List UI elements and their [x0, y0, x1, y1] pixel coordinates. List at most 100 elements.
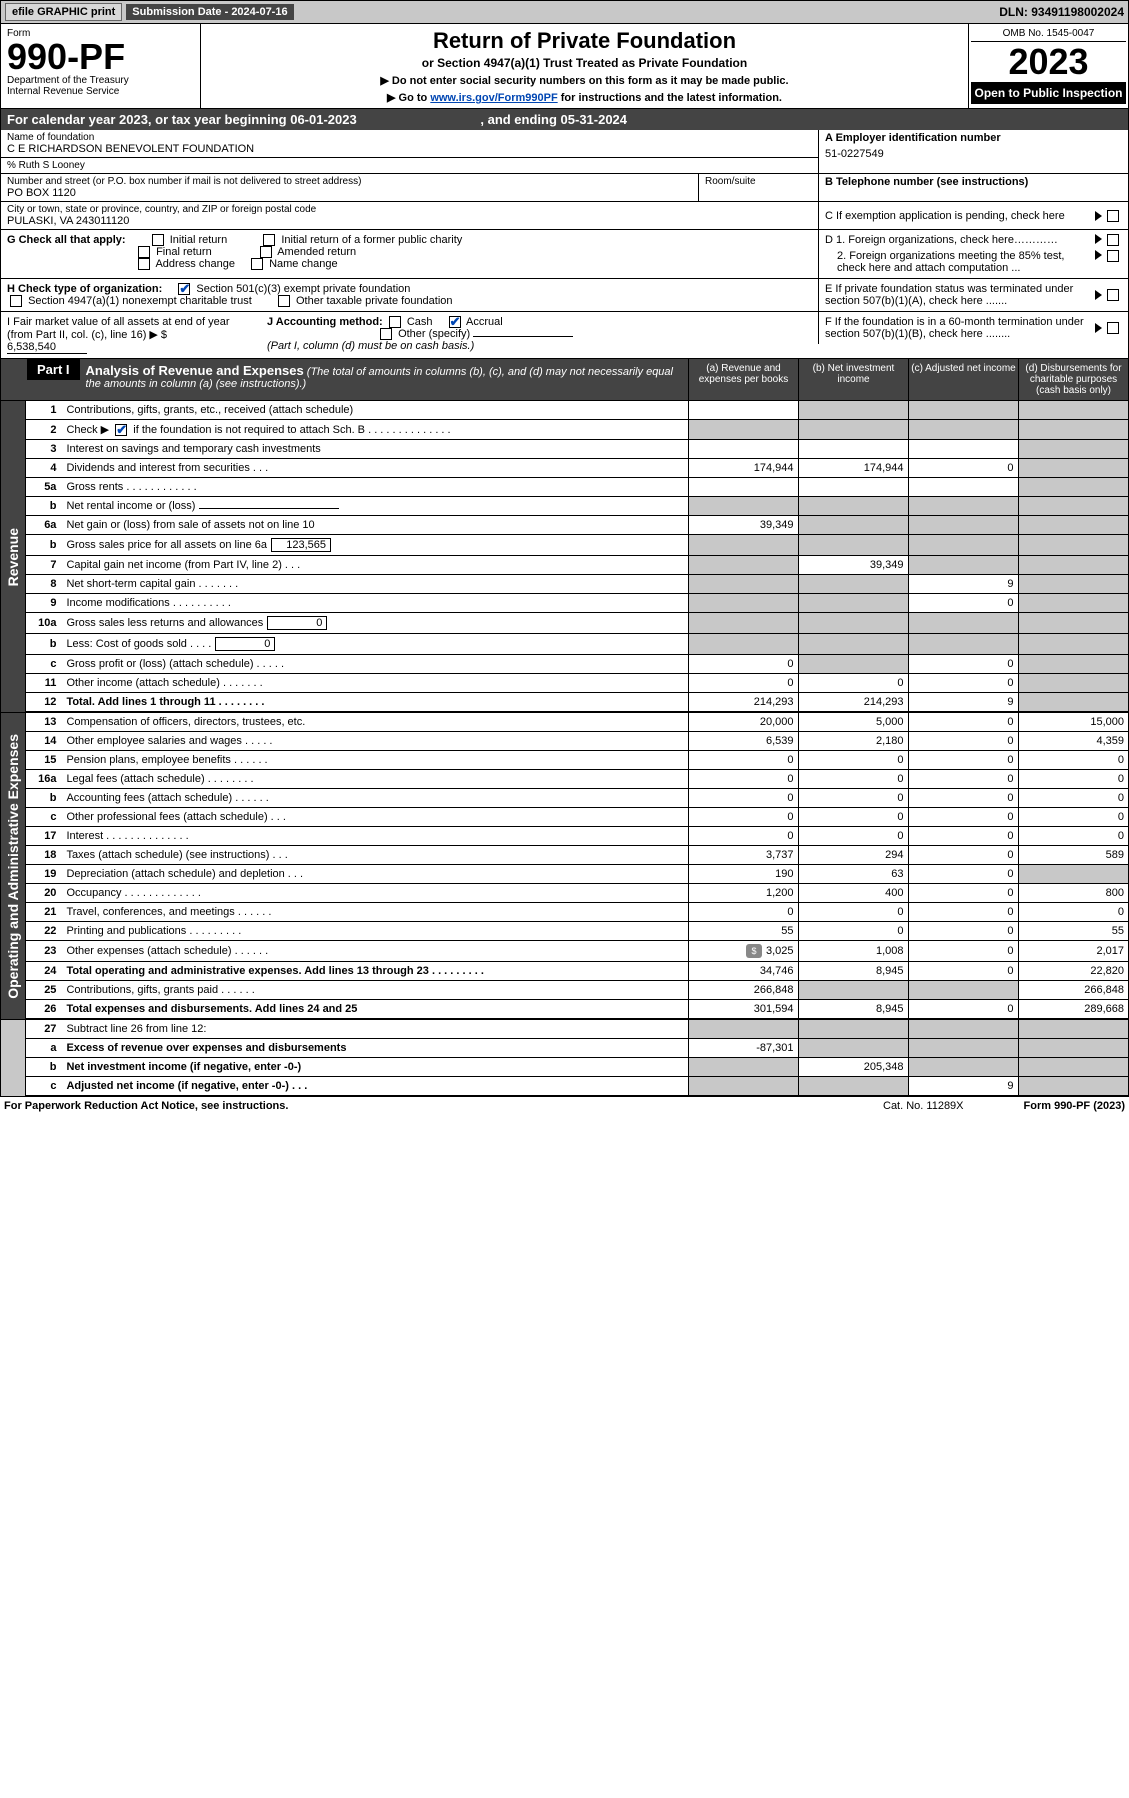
city-row: City or town, state or province, country…	[0, 202, 1129, 230]
tax-year: 2023	[971, 42, 1126, 82]
j-note: (Part I, column (d) must be on cash basi…	[267, 340, 474, 352]
g-amended-checkbox[interactable]	[260, 246, 272, 258]
h-4947-checkbox[interactable]	[10, 295, 22, 307]
footer: For Paperwork Reduction Act Notice, see …	[0, 1097, 1129, 1115]
address-label: Number and street (or P.O. box number if…	[7, 176, 692, 187]
g-o2: Initial return of a former public charit…	[281, 234, 462, 246]
telephone-cell: B Telephone number (see instructions)	[818, 174, 1128, 201]
part1-badge: Part I	[27, 359, 80, 380]
revenue-vlabel-col: Revenue	[1, 401, 26, 712]
city-value: PULASKI, VA 243011120	[7, 215, 812, 227]
g-label: G Check all that apply:	[7, 234, 126, 246]
h-other-checkbox[interactable]	[278, 295, 290, 307]
foundation-name-cell: Name of foundation C E RICHARDSON BENEVO…	[1, 130, 818, 173]
form-header: Form 990-PF Department of the Treasury I…	[0, 24, 1129, 109]
row-10c: cGross profit or (loss) (attach schedule…	[26, 655, 1128, 674]
arrow-icon	[1095, 323, 1102, 333]
row-27c: cAdjusted net income (if negative, enter…	[26, 1077, 1128, 1096]
row-9: 9Income modifications . . . . . . . . . …	[26, 594, 1128, 613]
g-o1: Initial return	[170, 234, 227, 246]
row-8: 8Net short-term capital gain . . . . . .…	[26, 575, 1128, 594]
g-initial-former-checkbox[interactable]	[263, 234, 275, 246]
g-address-checkbox[interactable]	[138, 258, 150, 270]
calendar-year-row: For calendar year 2023, or tax year begi…	[0, 109, 1129, 130]
form-number: 990-PF	[7, 39, 194, 75]
row-12: 12Total. Add lines 1 through 11 . . . . …	[26, 693, 1128, 712]
r6b-value: 123,565	[271, 538, 331, 552]
j-cash-checkbox[interactable]	[389, 316, 401, 328]
c-checkbox[interactable]	[1107, 210, 1119, 222]
part1-title: Analysis of Revenue and Expenses (The to…	[80, 359, 688, 400]
h-e-row: H Check type of organization: Section 50…	[0, 279, 1129, 312]
row-27a: aExcess of revenue over expenses and dis…	[26, 1039, 1128, 1058]
i-cell: I Fair market value of all assets at end…	[7, 316, 247, 354]
ein-label: A Employer identification number	[825, 132, 1001, 144]
g-final-checkbox[interactable]	[138, 246, 150, 258]
r2-dots: . . . . . . . . . . . . . .	[365, 424, 451, 436]
arrow-icon	[1095, 250, 1102, 260]
j-other-input[interactable]	[473, 336, 573, 337]
f-checkbox[interactable]	[1107, 322, 1119, 334]
efile-print-button[interactable]: efile GRAPHIC print	[5, 3, 122, 21]
j-other-checkbox[interactable]	[380, 328, 392, 340]
part1-header-row: Part I Analysis of Revenue and Expenses …	[0, 359, 1129, 401]
r5b-input[interactable]	[199, 508, 339, 509]
revenue-label: Revenue	[3, 518, 23, 596]
col-c-header: (c) Adjusted net income	[908, 359, 1018, 400]
d1-checkbox[interactable]	[1107, 234, 1119, 246]
calyear-text: For calendar year 2023, or tax year begi…	[7, 112, 357, 127]
arrow-icon	[1095, 290, 1102, 300]
row-24: 24Total operating and administrative exp…	[26, 962, 1128, 981]
j-accrual-checkbox[interactable]	[449, 316, 461, 328]
part1-corner	[1, 359, 27, 400]
col-b-header: (b) Net investment income	[798, 359, 908, 400]
instr-2: ▶ Go to www.irs.gov/Form990PF for instru…	[211, 91, 958, 104]
row-14: 14Other employee salaries and wages . . …	[26, 732, 1128, 751]
h-cell: H Check type of organization: Section 50…	[7, 283, 818, 307]
row-3: 3Interest on savings and temporary cash …	[26, 440, 1128, 459]
line27-table: 27Subtract line 26 from line 12: aExcess…	[26, 1020, 1128, 1096]
sch-b-checkbox[interactable]	[115, 424, 127, 436]
col-a-header: (a) Revenue and expenses per books	[688, 359, 798, 400]
dept-label: Department of the Treasury	[7, 75, 194, 86]
g-o4: Amended return	[277, 246, 356, 258]
address-value: PO BOX 1120	[7, 187, 692, 199]
ein-value: 51-0227549	[825, 148, 1122, 160]
f-label: F If the foundation is in a 60-month ter…	[825, 316, 1093, 340]
g-name-checkbox[interactable]	[251, 258, 263, 270]
row-25: 25Contributions, gifts, grants paid . . …	[26, 981, 1128, 1000]
expenses-table: 13Compensation of officers, directors, t…	[26, 713, 1128, 1019]
address-cell: Number and street (or P.O. box number if…	[1, 174, 698, 201]
part1-badge-wrap: Part I	[27, 359, 80, 400]
row-6a: 6aNet gain or (loss) from sale of assets…	[26, 516, 1128, 535]
r10b-value: 0	[215, 637, 275, 651]
h-501c3-checkbox[interactable]	[178, 283, 190, 295]
submission-date-label: Submission Date - 2024-07-16	[126, 4, 293, 20]
d2-checkbox[interactable]	[1107, 250, 1119, 262]
g-initial-return-checkbox[interactable]	[152, 234, 164, 246]
calyear-end: , and ending 05-31-2024	[480, 112, 627, 127]
line27-vcol	[1, 1020, 26, 1096]
c-label: C If exemption application is pending, c…	[825, 210, 1093, 222]
i-j-f-row: I Fair market value of all assets at end…	[0, 312, 1129, 359]
h-o1: Section 501(c)(3) exempt private foundat…	[196, 283, 410, 295]
row-23: 23Other expenses (attach schedule) . . .…	[26, 941, 1128, 962]
header-left: Form 990-PF Department of the Treasury I…	[1, 24, 201, 108]
attachment-icon[interactable]: $	[746, 944, 762, 958]
expenses-label: Operating and Administrative Expenses	[3, 724, 23, 1009]
open-to-public: Open to Public Inspection	[971, 82, 1126, 104]
revenue-block: Revenue 1Contributions, gifts, grants, e…	[0, 401, 1129, 713]
name-label: Name of foundation	[7, 132, 812, 143]
row-19: 19Depreciation (attach schedule) and dep…	[26, 865, 1128, 884]
row-6b: bGross sales price for all assets on lin…	[26, 535, 1128, 556]
h-o2: Section 4947(a)(1) nonexempt charitable …	[28, 295, 252, 307]
form990pf-link[interactable]: www.irs.gov/Form990PF	[430, 92, 557, 104]
row-5a: 5aGross rents . . . . . . . . . . . .	[26, 478, 1128, 497]
omb-number: OMB No. 1545-0047	[971, 26, 1126, 42]
row-13: 13Compensation of officers, directors, t…	[26, 713, 1128, 732]
e-checkbox[interactable]	[1107, 289, 1119, 301]
row-5b: bNet rental income or (loss)	[26, 497, 1128, 516]
r6b-d: Gross sales price for all assets on line…	[66, 539, 267, 551]
address-row: Number and street (or P.O. box number if…	[0, 174, 1129, 202]
instr-1: ▶ Do not enter social security numbers o…	[211, 74, 958, 87]
